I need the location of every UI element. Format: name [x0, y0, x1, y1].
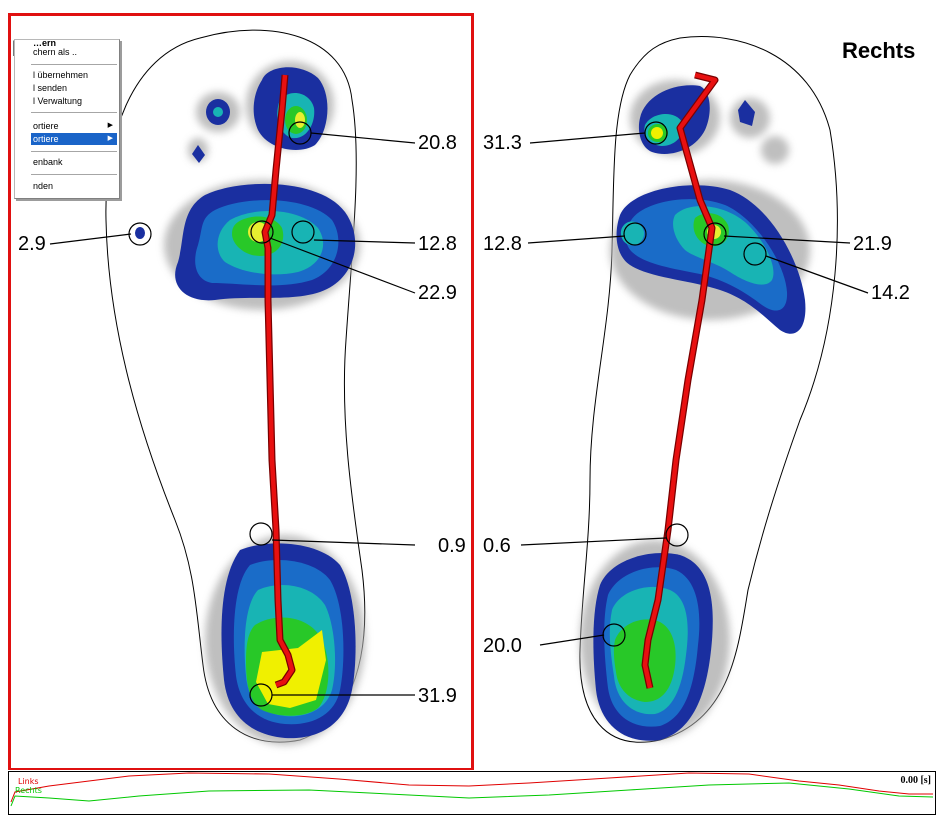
menu-separator [31, 151, 117, 153]
left-marker-circle [249, 522, 273, 546]
legend-rechts: Rechts [15, 786, 42, 795]
value-label: 31.3 [483, 132, 522, 154]
menu-item-save-as[interactable]: chern als .. [33, 47, 78, 57]
value-label: 12.8 [483, 233, 522, 255]
menu-item-database[interactable]: enbank [33, 157, 63, 167]
right-marker-circle [665, 523, 689, 547]
left-foot-selection-frame[interactable] [8, 13, 474, 770]
leader-line [520, 537, 667, 546]
submenu-arrow-icon: ▶ [107, 122, 113, 129]
leader-line [723, 235, 851, 244]
right-foot-outline [579, 36, 838, 743]
value-label: 21.9 [853, 233, 892, 255]
value-label: 20.0 [483, 635, 522, 657]
value-label: 12.8 [418, 233, 457, 255]
rechts-curve [10, 782, 934, 807]
value-label: 14.2 [871, 282, 910, 304]
leader-line [271, 539, 416, 546]
value-label: 0.9 [438, 535, 466, 557]
right-marker-circle [703, 222, 727, 246]
right-foot [579, 36, 838, 743]
menu-item-label: ortiere [33, 134, 59, 144]
submenu-arrow-icon: ▶ [107, 135, 113, 142]
value-label: 31.9 [418, 685, 457, 707]
timeline-graph [10, 772, 934, 807]
leader-line [313, 239, 416, 244]
value-label: 2.9 [18, 233, 46, 255]
menu-item-apply[interactable]: l übernehmen [33, 70, 89, 80]
menu-item-export[interactable]: ortiere ▶ [31, 133, 117, 145]
menu-item-manage[interactable]: l Verwaltung [33, 96, 83, 106]
pressure-plot [8, 13, 869, 770]
right-foot-title: Rechts [842, 38, 916, 63]
menu-item-send[interactable]: l senden [33, 83, 68, 93]
right-marker-circle [743, 242, 767, 266]
left-marker-circle [291, 220, 315, 244]
timeline-time: 0.00 [s] [900, 775, 931, 786]
legend-links: Links [18, 777, 39, 786]
leader-line [529, 132, 646, 144]
menu-item-import[interactable]: ortiere ▶ [33, 120, 117, 132]
value-label: 0.6 [483, 535, 511, 557]
leader-line [49, 233, 132, 245]
leader-line [310, 132, 416, 144]
leader-line [765, 255, 869, 294]
menu-separator [31, 174, 117, 176]
menu-item[interactable]: …ern [33, 38, 57, 48]
leader-line [539, 634, 605, 646]
links-curve [10, 772, 933, 803]
value-label: 22.9 [418, 282, 457, 304]
menu-separator [31, 112, 117, 114]
timeline-panel[interactable]: Links Rechts 0.00 [s] [8, 771, 936, 815]
menu-item-end[interactable]: nden [33, 181, 54, 191]
value-label: 20.8 [418, 132, 457, 154]
leader-line [527, 235, 626, 244]
context-menu: …ern chern als .. l übernehmen l senden … [14, 38, 120, 199]
left-foot [105, 29, 366, 745]
leader-line [269, 237, 416, 294]
right-marker-circle [623, 222, 647, 246]
menu-separator [31, 64, 117, 66]
menu-item-label: ortiere [33, 121, 59, 131]
left-marker-circle [250, 220, 274, 244]
